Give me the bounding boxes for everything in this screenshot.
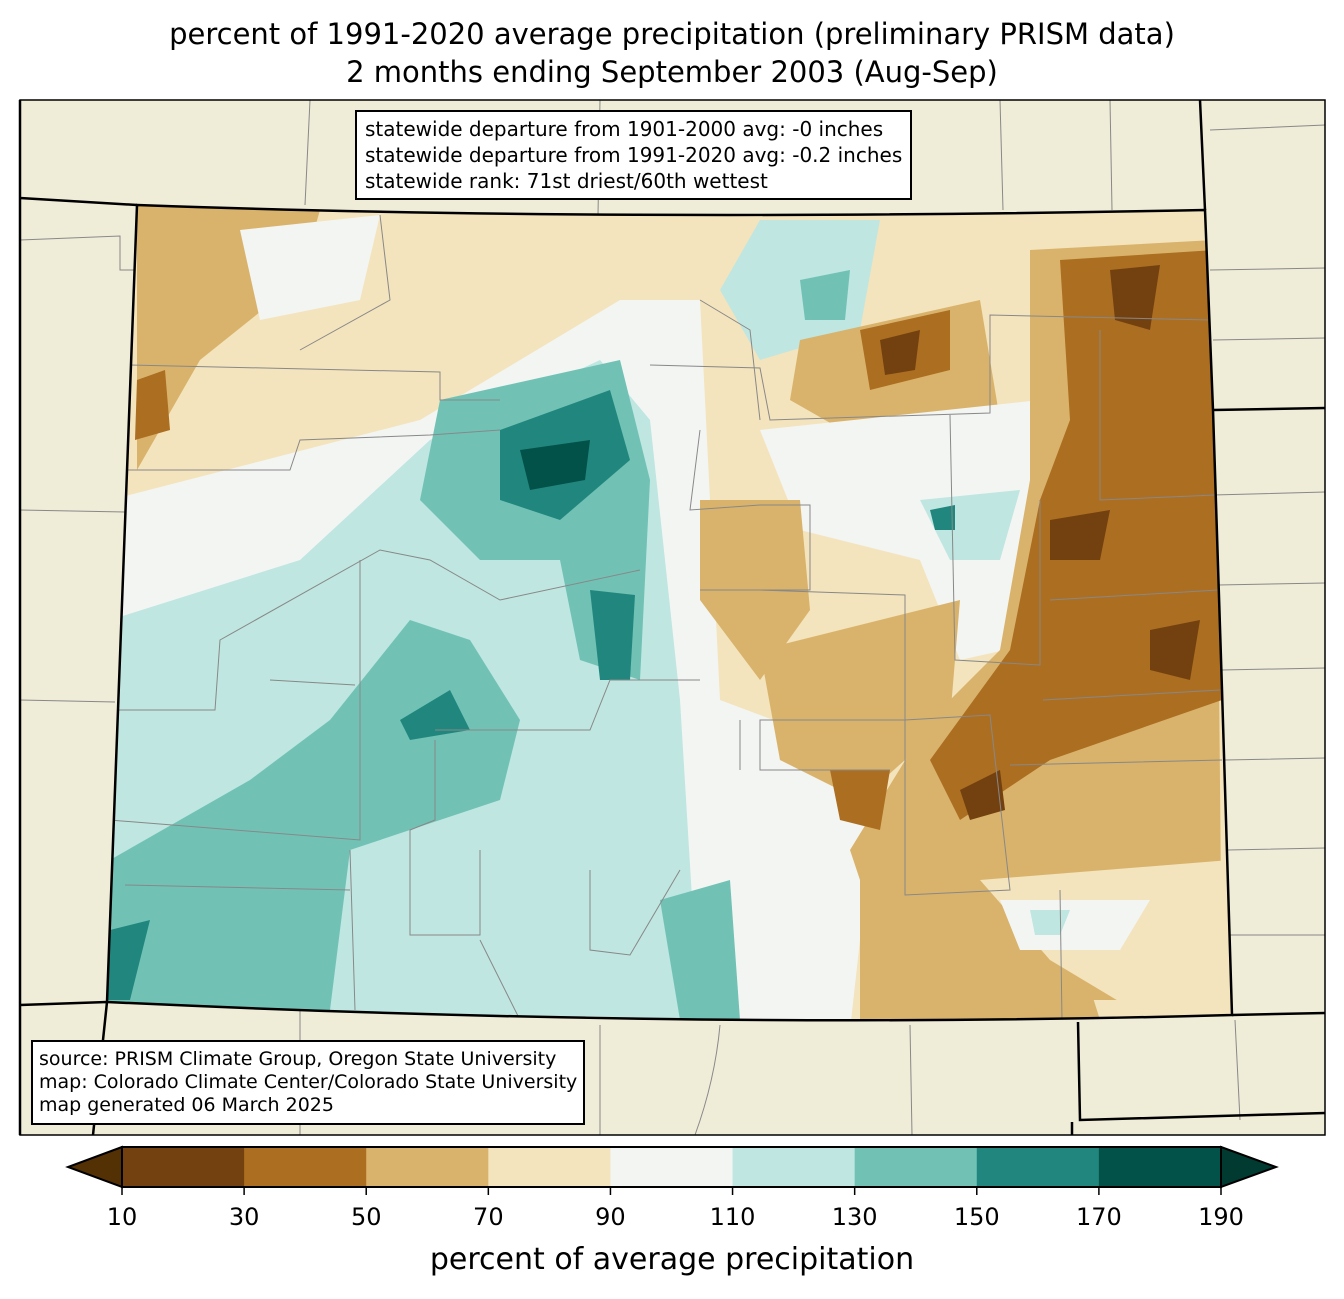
colorbar: [65, 1145, 1279, 1195]
source-box: source: PRISM Climate Group, Oregon Stat…: [31, 1040, 586, 1125]
colorbar-segment: [366, 1147, 489, 1187]
colorbar-tick-label: 190: [1198, 1203, 1244, 1231]
map-title-line1: percent of 1991-2020 average precipitati…: [169, 17, 1175, 51]
colorbar-tick-label: 110: [709, 1203, 756, 1231]
colorbar-tick-label: 10: [106, 1203, 138, 1231]
colorbar-segment: [122, 1147, 245, 1187]
colorbar-tick-label: 50: [350, 1203, 382, 1231]
stats-rank: statewide rank: 71st driest/60th wettest: [365, 169, 768, 193]
source-prism: source: PRISM Climate Group, Oregon Stat…: [39, 1048, 557, 1070]
colorbar-segment: [488, 1147, 611, 1187]
map-title-line2: 2 months ending September 2003 (Aug-Sep): [346, 55, 998, 89]
source-generated-date: map generated 06 March 2025: [39, 1094, 334, 1116]
colorbar-segment: [244, 1147, 367, 1187]
colorbar-tick-label: 70: [473, 1203, 504, 1231]
colorbar-segment: [1098, 1147, 1222, 1187]
stats-departure-1991-2020: statewide departure from 1991-2020 avg: …: [365, 143, 903, 167]
precipitation-field: [107, 205, 1232, 1021]
colorbar-tick-label: 90: [595, 1203, 626, 1231]
county-lines: [109, 214, 1223, 1021]
map-frame: [19, 99, 1326, 1136]
colorbar-tick-label: 170: [1075, 1203, 1122, 1231]
statewide-stats-box: statewide departure from 1901-2000 avg: …: [355, 110, 913, 200]
colorbar-tick-label: 30: [228, 1203, 260, 1231]
colorado-border: [105, 203, 1234, 1022]
colorbar-label: percent of average precipitation: [429, 1242, 915, 1277]
colorbar-tick-label: 150: [953, 1203, 1000, 1231]
stats-departure-1901-2000: statewide departure from 1901-2000 avg: …: [365, 117, 884, 141]
source-map-credit: map: Colorado Climate Center/Colorado St…: [39, 1071, 578, 1093]
colorbar-segment: [610, 1147, 734, 1187]
colorbar-segment: [976, 1147, 1100, 1187]
colorbar-over-arrow: [1220, 1145, 1279, 1189]
colorbar-under-arrow: [65, 1145, 123, 1189]
colorbar-segment: [732, 1147, 856, 1187]
colorbar-tick-label: 130: [831, 1203, 878, 1231]
colorbar-segment: [854, 1147, 978, 1187]
colorbar-outline: [121, 1146, 1222, 1188]
